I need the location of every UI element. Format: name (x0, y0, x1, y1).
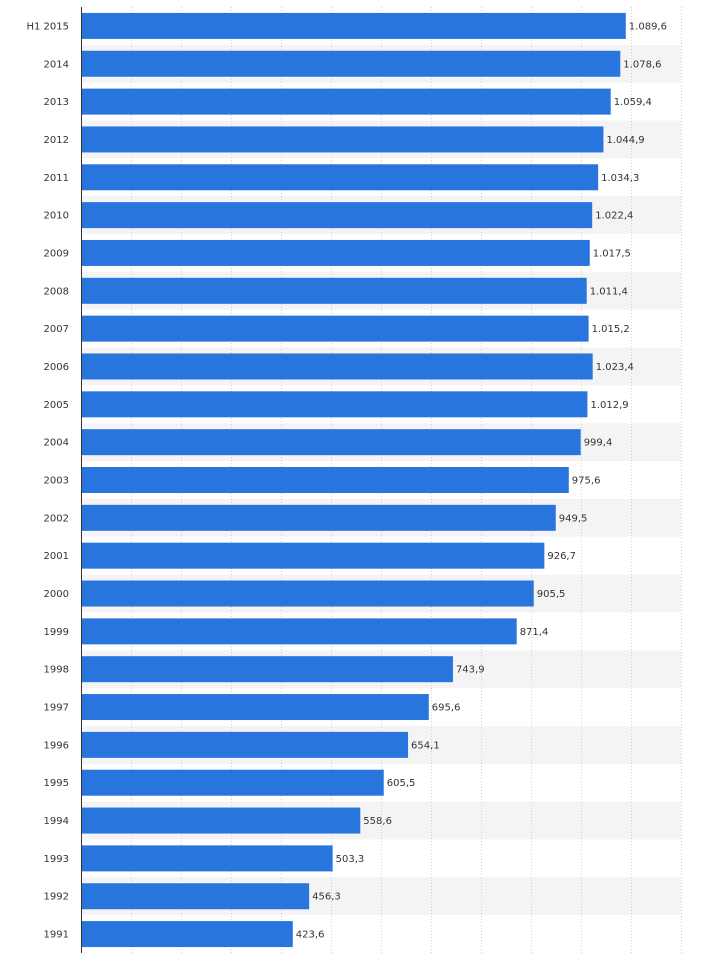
value-label: 1.011,4 (590, 286, 628, 297)
category-label: 1992 (44, 892, 69, 903)
bar[interactable] (81, 12, 626, 39)
category-label: 2003 (44, 476, 69, 487)
value-labels: 1.089,6 1.078,6 1.059,4 1.044,9 1.034,3 1.022… (296, 21, 667, 940)
category-label: 2006 (44, 362, 69, 373)
value-label: 1.059,4 (614, 97, 652, 108)
value-label: 975,6 (572, 476, 601, 487)
bar[interactable] (81, 277, 587, 304)
category-label: 2005 (44, 400, 69, 411)
category-label: 2014 (44, 59, 69, 70)
bar[interactable] (81, 845, 333, 872)
bar[interactable] (81, 883, 310, 910)
category-label: 2009 (44, 248, 69, 259)
value-label: 999,4 (584, 438, 613, 449)
category-label: 1996 (44, 740, 69, 751)
bar[interactable] (81, 353, 593, 380)
value-label: 503,3 (336, 854, 365, 865)
value-label: 558,6 (363, 816, 392, 827)
bar[interactable] (81, 202, 593, 229)
bar[interactable] (81, 391, 588, 418)
value-label: 605,5 (387, 778, 416, 789)
category-label: 1994 (44, 816, 69, 827)
bar[interactable] (81, 656, 453, 683)
category-label: 2001 (44, 551, 69, 562)
category-label: 1995 (44, 778, 69, 789)
value-label: 1.044,9 (606, 135, 644, 146)
category-label: 2011 (44, 173, 69, 184)
bar[interactable] (81, 467, 569, 493)
bar[interactable] (81, 694, 429, 721)
value-label: 1.023,4 (596, 362, 634, 373)
category-labels: H1 2015 2014 2013 2012 2011 2010 2009 2008 2007 2… (26, 21, 69, 940)
category-label: 2013 (44, 97, 69, 108)
bar[interactable] (81, 542, 545, 569)
category-label: 2007 (44, 324, 69, 335)
value-label: 654,1 (411, 740, 440, 751)
bar[interactable] (81, 50, 621, 77)
value-label: 743,9 (456, 665, 485, 676)
value-label: 1.012,9 (590, 400, 628, 411)
category-label: 2002 (44, 513, 69, 524)
value-label: 1.034,3 (601, 173, 639, 184)
category-label: 1993 (44, 854, 69, 865)
bar[interactable] (81, 429, 581, 456)
bar[interactable] (81, 239, 590, 266)
value-label: 949,5 (559, 513, 588, 524)
value-label: 423,6 (296, 930, 325, 941)
value-label: 926,7 (547, 551, 576, 562)
category-label: 1997 (44, 703, 69, 714)
bar[interactable] (81, 807, 361, 834)
category-label: 2010 (44, 211, 69, 222)
bar[interactable] (81, 769, 384, 796)
category-label: 1991 (44, 930, 69, 941)
value-label: 1.078,6 (623, 59, 661, 70)
bars (81, 12, 626, 948)
bar[interactable] (81, 315, 589, 342)
category-label: 2012 (44, 135, 69, 146)
value-label: 905,5 (537, 589, 566, 600)
bar[interactable] (81, 580, 534, 607)
value-label: 1.089,6 (629, 21, 667, 32)
value-label: 456,3 (312, 892, 341, 903)
category-label: 2000 (44, 589, 69, 600)
value-label: 1.015,2 (592, 324, 630, 335)
bar[interactable] (81, 88, 611, 115)
bar[interactable] (81, 126, 604, 153)
category-label: 1999 (44, 627, 69, 638)
bar[interactable] (81, 504, 556, 531)
bar[interactable] (81, 921, 293, 948)
bar[interactable] (81, 164, 599, 191)
category-label: 1998 (44, 665, 69, 676)
category-label: H1 2015 (26, 21, 69, 32)
category-label: 2004 (44, 438, 69, 449)
bar[interactable] (81, 618, 517, 645)
value-label: 1.022,4 (595, 211, 633, 222)
value-label: 1.017,5 (593, 248, 631, 259)
value-label: 695,6 (432, 703, 461, 714)
category-label: 2008 (44, 286, 69, 297)
bar[interactable] (81, 731, 409, 758)
value-label: 871,4 (520, 627, 549, 638)
